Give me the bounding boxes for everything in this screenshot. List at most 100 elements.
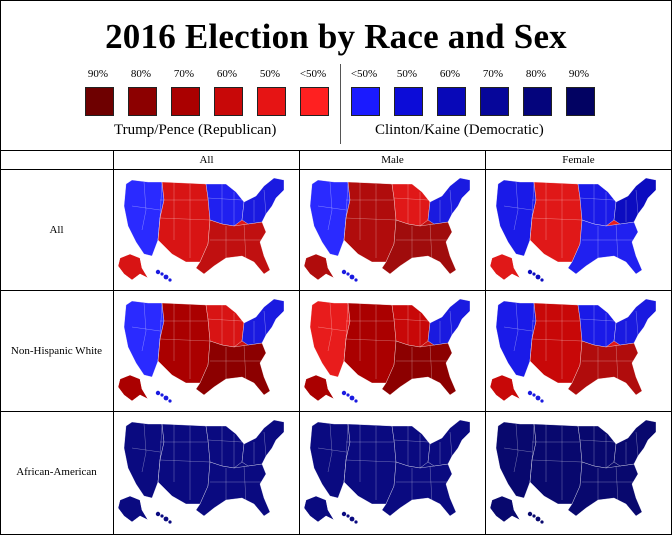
map-region-plains xyxy=(343,181,397,263)
legend-swatch xyxy=(257,87,286,116)
legend-level-label: 70% xyxy=(482,68,504,80)
state-border xyxy=(513,302,519,352)
map-region-plains xyxy=(157,302,211,384)
map-region-northeast xyxy=(427,419,471,467)
row-header-african-american: African-American xyxy=(16,466,97,478)
map-region-plains xyxy=(157,181,211,263)
grid-line xyxy=(299,150,300,535)
us-map xyxy=(489,177,657,282)
hawaii-inset xyxy=(527,511,533,517)
state-border xyxy=(345,217,397,221)
grid-line xyxy=(113,150,114,535)
map-region-midwest xyxy=(577,425,617,469)
state-border xyxy=(393,318,429,322)
hawaii-inset xyxy=(155,269,161,275)
legend-swatch xyxy=(523,87,552,116)
state-border xyxy=(327,181,333,231)
map-region-northeast xyxy=(613,419,657,467)
map-region-northeast xyxy=(613,177,657,225)
hawaii-inset xyxy=(532,514,536,518)
state-border xyxy=(579,318,615,322)
hawaii-inset xyxy=(168,520,172,524)
alaska-inset xyxy=(303,374,335,402)
legend-swatch xyxy=(128,87,157,116)
map-region-west xyxy=(495,179,537,257)
alaska-inset xyxy=(117,374,149,402)
alaska-inset xyxy=(489,374,521,402)
legend-swatch xyxy=(214,87,243,116)
state-border xyxy=(393,439,429,443)
hawaii-inset xyxy=(354,278,358,282)
us-map xyxy=(117,177,285,282)
alaska-inset xyxy=(117,253,149,281)
state-border xyxy=(345,459,397,463)
state-border xyxy=(141,302,147,352)
state-border xyxy=(635,310,639,336)
hawaii-inset xyxy=(160,393,164,397)
state-border xyxy=(449,431,453,457)
state-border xyxy=(243,465,247,503)
hawaii-inset xyxy=(535,274,541,280)
map-region-northeast xyxy=(613,298,657,346)
state-border xyxy=(531,217,583,221)
state-border xyxy=(615,344,619,382)
map-region-plains xyxy=(529,181,583,263)
us-map xyxy=(489,298,657,403)
state-border xyxy=(513,423,519,473)
alaska-inset xyxy=(489,495,521,523)
legend-level-label: <50% xyxy=(350,68,378,80)
map-region-northeast xyxy=(241,298,285,346)
hawaii-inset xyxy=(532,272,536,276)
page-title: 2016 Election by Race and Sex xyxy=(105,17,567,56)
legend-swatch xyxy=(394,87,423,116)
hawaii-inset xyxy=(540,399,544,403)
state-border xyxy=(141,181,147,231)
state-border xyxy=(159,338,211,342)
map-region-northeast xyxy=(241,177,285,225)
hawaii-inset xyxy=(163,274,169,280)
legend-swatch xyxy=(566,87,595,116)
state-border xyxy=(317,326,347,332)
hawaii-inset xyxy=(532,393,536,397)
state-border xyxy=(243,223,247,261)
state-border xyxy=(317,205,347,211)
legend-party-label: Clinton/Kaine (Democratic) xyxy=(375,122,544,138)
state-border xyxy=(131,326,161,332)
map-black-all xyxy=(114,412,298,532)
hawaii-inset xyxy=(527,269,533,275)
state-border xyxy=(131,447,161,453)
state-border xyxy=(503,205,533,211)
map-region-midwest xyxy=(577,183,617,227)
hawaii-inset xyxy=(160,514,164,518)
hawaii-inset xyxy=(168,399,172,403)
map-region-plains xyxy=(529,423,583,505)
state-border xyxy=(513,181,519,231)
state-border xyxy=(263,310,267,336)
map-region-west xyxy=(123,300,165,378)
hawaii-inset xyxy=(349,516,355,522)
map-region-midwest xyxy=(391,425,431,469)
us-map xyxy=(303,419,471,524)
alaska-inset xyxy=(117,495,149,523)
state-border xyxy=(579,197,615,201)
map-white-male xyxy=(300,291,484,411)
legend-level-label: <50% xyxy=(299,68,327,80)
legend-divider xyxy=(340,64,341,144)
hawaii-inset xyxy=(155,511,161,517)
hawaii-inset xyxy=(535,395,541,401)
column-header-female: Female xyxy=(562,154,595,166)
legend-level-label: 60% xyxy=(216,68,238,80)
column-header-male: Male xyxy=(381,154,404,166)
us-map xyxy=(117,298,285,403)
map-region-northeast xyxy=(427,177,471,225)
state-border xyxy=(207,439,243,443)
legend-level-label: 60% xyxy=(439,68,461,80)
map-black-male xyxy=(300,412,484,532)
hawaii-inset xyxy=(354,520,358,524)
hawaii-inset xyxy=(163,516,169,522)
hawaii-inset xyxy=(535,516,541,522)
map-region-midwest xyxy=(577,304,617,348)
legend-swatch xyxy=(171,87,200,116)
state-border xyxy=(503,447,533,453)
map-region-northeast xyxy=(427,298,471,346)
